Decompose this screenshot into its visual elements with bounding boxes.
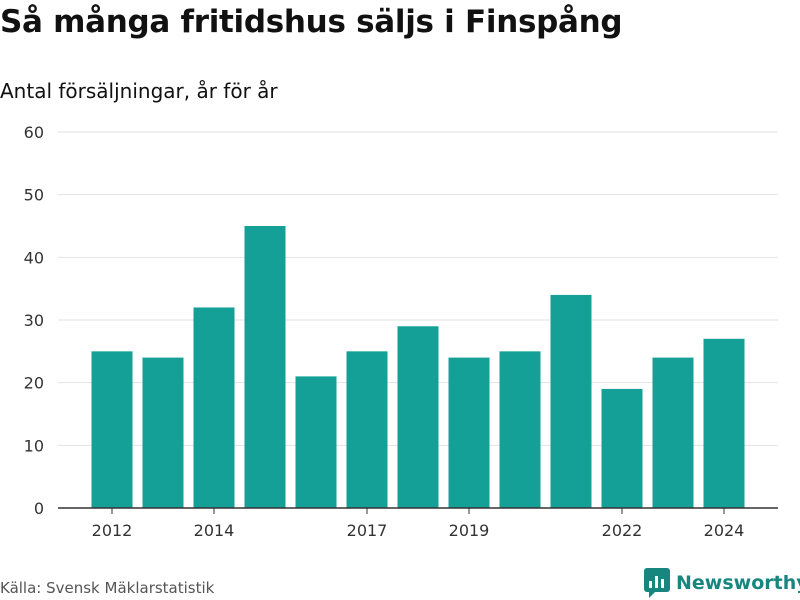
y-tick-label: 50	[24, 186, 44, 205]
bar-2022	[601, 388, 643, 508]
brand-logo[interactable]: Newsworthy	[644, 568, 800, 598]
y-tick-label: 20	[24, 374, 44, 393]
x-tick-label: 2022	[602, 521, 643, 540]
source-note: Källa: Svensk Mäklarstatistik	[0, 579, 215, 597]
chart-subtitle: Antal försäljningar, år för år	[0, 79, 278, 103]
brand-name: Newsworthy	[676, 572, 800, 594]
y-tick-label: 0	[34, 499, 44, 518]
x-tick-label: 2019	[449, 521, 490, 540]
bar-2012	[91, 351, 133, 508]
x-tick-label: 2014	[194, 521, 235, 540]
bar-2013	[142, 357, 184, 508]
x-tick-label: 2012	[92, 521, 133, 540]
bar-chart: 0 10 20 30 40 50 60 2012 2014 2017 2019 2022 2024	[24, 123, 778, 540]
bar-2019	[448, 357, 490, 508]
bar-2024	[703, 338, 745, 508]
bar-2016	[295, 376, 337, 508]
newsworthy-logo-icon	[644, 568, 670, 598]
bar-2021	[550, 294, 592, 508]
y-tick-label: 40	[24, 248, 44, 267]
chart-title: Så många fritidshus säljs i Finspång	[0, 4, 623, 40]
y-tick-label: 30	[24, 311, 44, 330]
bar-2018	[397, 326, 439, 508]
bar-2023	[652, 357, 694, 508]
bar-2020	[499, 351, 541, 508]
x-tick-label: 2024	[704, 521, 745, 540]
y-tick-label: 60	[24, 123, 44, 142]
x-tick-label: 2017	[347, 521, 388, 540]
bar-2015	[244, 226, 286, 508]
bar-2014	[193, 307, 235, 508]
y-tick-label: 10	[24, 436, 44, 455]
bar-2017	[346, 351, 388, 508]
